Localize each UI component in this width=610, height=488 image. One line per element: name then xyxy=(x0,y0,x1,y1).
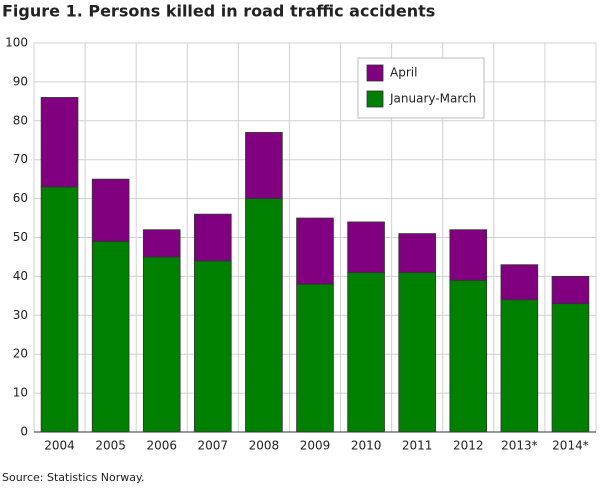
bar-segment xyxy=(449,229,488,281)
legend-label: April xyxy=(390,66,417,80)
y-tick-label: 60 xyxy=(13,191,28,205)
y-tick-label: 40 xyxy=(13,269,28,283)
bar-segment xyxy=(398,233,436,273)
bar-segment xyxy=(194,213,232,262)
source-note: Source: Statistics Norway. xyxy=(2,471,144,484)
x-tick-label: 2012 xyxy=(453,439,484,453)
y-tick-label: 20 xyxy=(13,347,28,361)
bar-segment xyxy=(347,272,385,433)
bar-segment xyxy=(245,132,283,199)
x-tick-label: 2011 xyxy=(402,439,433,453)
x-tick-label: 2007 xyxy=(198,439,229,453)
y-tick-label: 100 xyxy=(5,36,28,50)
bar-segment xyxy=(551,275,590,305)
bar-segment xyxy=(500,264,539,301)
chart-title: Figure 1. Persons killed in road traffic… xyxy=(2,2,435,21)
x-tick-label: 2014* xyxy=(552,439,589,453)
x-tick-label: 2004 xyxy=(44,439,75,453)
bar-segment xyxy=(296,283,334,433)
bar-segment xyxy=(500,299,539,433)
bar-segment xyxy=(40,97,79,188)
bar-segment xyxy=(449,279,488,433)
x-tick-label: 2013* xyxy=(501,439,538,453)
bar-segment xyxy=(347,221,385,273)
y-tick-label: 70 xyxy=(13,152,28,166)
x-tick-label: 2009 xyxy=(300,439,331,453)
bar-segment xyxy=(398,272,436,433)
bar-segment xyxy=(296,217,334,285)
bar-segment xyxy=(194,260,232,433)
legend-label: January-March xyxy=(389,92,476,106)
bar-segment xyxy=(142,256,181,433)
x-tick-label: 2006 xyxy=(146,439,177,453)
bar-segment xyxy=(91,178,130,242)
y-tick-label: 0 xyxy=(20,425,28,439)
legend-swatch xyxy=(366,64,384,82)
y-tick-label: 30 xyxy=(13,308,28,322)
x-tick-label: 2005 xyxy=(95,439,126,453)
bar-segment xyxy=(142,229,181,258)
bar-segment xyxy=(40,186,79,433)
x-tick-label: 2008 xyxy=(249,439,280,453)
bar-segment xyxy=(245,198,283,433)
y-tick-label: 50 xyxy=(13,230,28,244)
y-tick-label: 10 xyxy=(13,386,28,400)
y-tick-label: 80 xyxy=(13,113,28,127)
bar-segment xyxy=(91,240,130,433)
legend-swatch xyxy=(366,90,384,108)
bar-segment xyxy=(551,303,590,433)
x-tick-label: 2010 xyxy=(351,439,382,453)
y-tick-label: 90 xyxy=(13,74,28,88)
